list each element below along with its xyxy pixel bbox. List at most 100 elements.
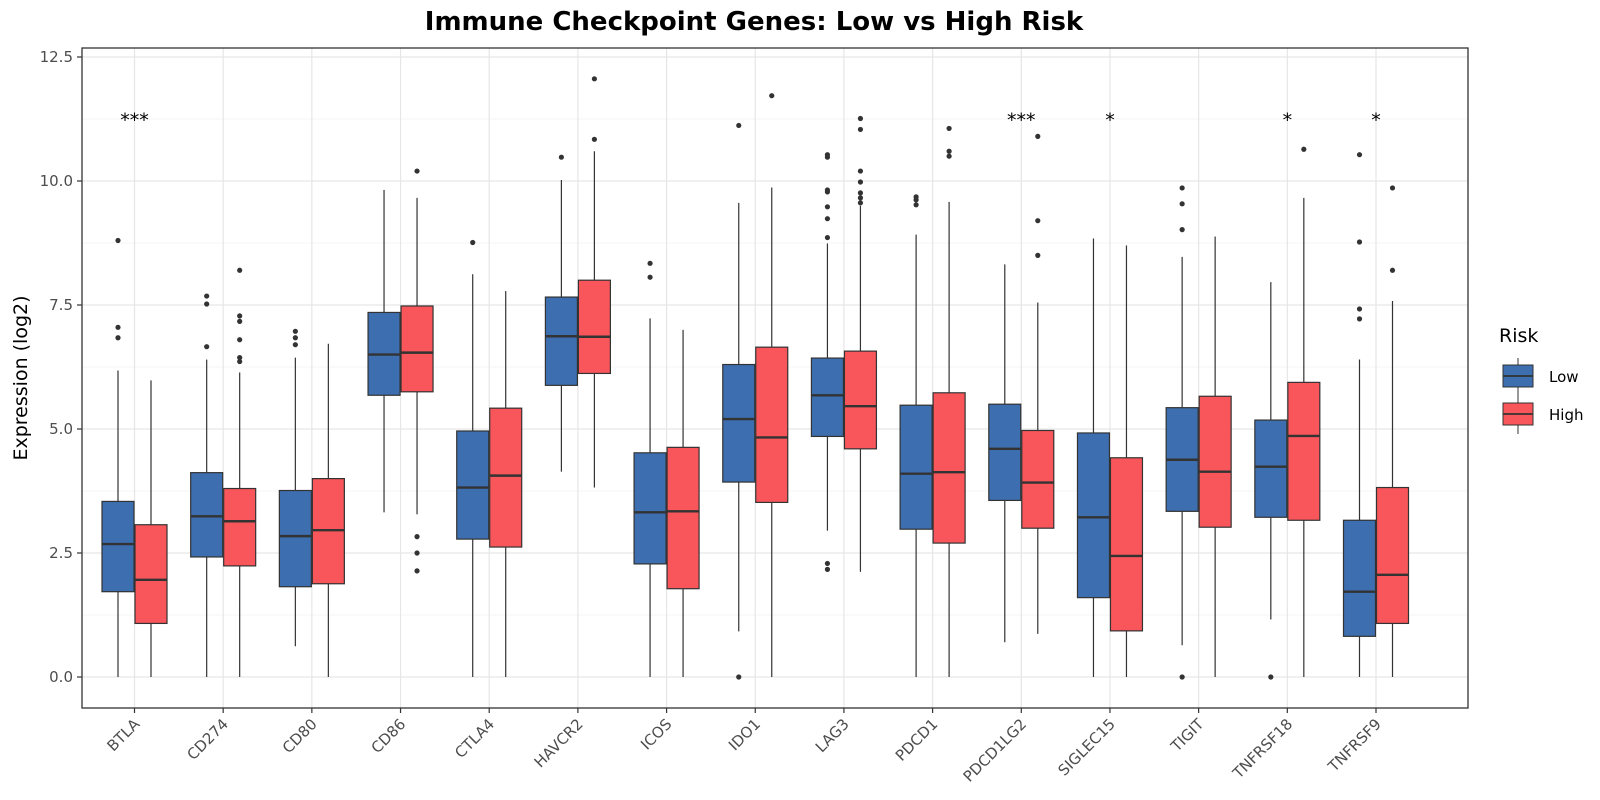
box-body [1254, 419, 1288, 518]
outlier-point [1035, 252, 1041, 258]
outlier-point [824, 216, 831, 222]
outlier-point [857, 115, 864, 122]
box-body [1021, 429, 1055, 529]
outlier-point [237, 358, 243, 365]
box-body [1198, 395, 1232, 528]
box-body [1109, 457, 1144, 632]
outlier-point [824, 560, 831, 567]
outlier-point [1179, 201, 1185, 207]
x-tick-label: CTLA4 [451, 715, 498, 762]
y-tick-label: 5.0 [49, 420, 73, 438]
x-tick-label: SIGLEC15 [1054, 715, 1118, 779]
outlier-point [1268, 674, 1274, 680]
outlier-point [736, 674, 742, 680]
outlier-point [204, 344, 210, 350]
outlier-point [1035, 133, 1041, 139]
box-body [722, 363, 756, 483]
x-tick-label: PDCD1LG2 [960, 715, 1030, 785]
outlier-point [237, 318, 243, 324]
box-low-ctla4 [456, 239, 490, 677]
box-body [223, 487, 257, 567]
outlier-point [237, 354, 243, 361]
y-tick-label: 10.0 [40, 172, 73, 190]
outlier-point [946, 125, 952, 132]
outlier-point [237, 313, 243, 319]
box-high-ctla4 [489, 291, 523, 677]
outlier-point [292, 335, 298, 341]
significance-label: * [1371, 109, 1381, 131]
significance-label: *** [1007, 109, 1036, 131]
box-low-cd80 [278, 328, 312, 647]
box-low-havcr2 [544, 154, 578, 472]
box-body [134, 524, 168, 625]
outlier-point [1179, 185, 1185, 191]
outlier-point [414, 568, 420, 574]
box-high-tigit [1198, 236, 1232, 677]
outlier-point [647, 274, 653, 280]
box-body [899, 404, 933, 530]
box-body [755, 346, 789, 504]
box-high-havcr2 [577, 76, 611, 488]
box-high-siglec15 [1109, 245, 1144, 677]
outlier-point [857, 195, 864, 201]
outlier-point [824, 566, 831, 572]
outlier-point [736, 122, 742, 129]
legend-item-high: High [1502, 396, 1583, 434]
outlier-point [1035, 218, 1041, 224]
outlier-point [1356, 306, 1363, 312]
outlier-point [769, 93, 775, 99]
box-high-cd80 [311, 343, 345, 677]
outlier-point [1179, 227, 1185, 233]
y-axis: 0.0 2.5 5.0 7.5 10.0 12.5 [40, 48, 82, 686]
box-low-tigit [1165, 185, 1199, 680]
x-axis: BTLA CD274 CD80 CD86 CTLA4 HAVCR2 ICOS IDO1 LAG3… [103, 708, 1385, 786]
box-body [577, 279, 611, 375]
box-body [932, 392, 966, 544]
box-low-pdcd1lg2 [988, 264, 1022, 643]
box-high-lag3 [843, 115, 878, 572]
box-body [1375, 486, 1410, 625]
significance-label: * [1283, 109, 1293, 131]
outlier-point [1389, 185, 1396, 191]
x-tick-label: CD86 [368, 715, 410, 757]
box-high-cd274 [223, 267, 257, 677]
outlier-point [946, 148, 952, 154]
outlier-point [824, 187, 831, 193]
x-tick-label: LAG3 [812, 715, 853, 756]
outlier-point [115, 335, 121, 341]
legend-title: Risk [1499, 325, 1538, 347]
outlier-point [946, 153, 952, 159]
outlier-point [857, 168, 864, 174]
box-body [633, 452, 667, 565]
box-body [843, 350, 878, 450]
outlier-point [292, 328, 298, 334]
box-low-ido1 [722, 122, 756, 680]
outlier-point [292, 342, 298, 348]
box-high-icos [666, 329, 700, 677]
box-low-tnfrsf9 [1342, 152, 1377, 677]
box-body [456, 430, 490, 540]
outlier-point [1301, 146, 1307, 152]
box-high-ido1 [755, 93, 789, 677]
outlier-point [1356, 239, 1363, 245]
x-tick-label: IDO1 [725, 715, 764, 754]
box-body [278, 489, 312, 588]
legend-item-low: Low [1502, 358, 1579, 396]
outlier-point [857, 179, 864, 185]
box-low-tnfrsf18 [1254, 282, 1288, 680]
box-body [101, 500, 135, 593]
x-tick-label: BTLA [103, 715, 143, 755]
legend-label: Low [1549, 368, 1579, 386]
box-low-cd274 [190, 293, 224, 677]
outlier-point [824, 152, 831, 158]
outlier-point [237, 267, 243, 273]
outlier-point [1389, 267, 1396, 273]
box-body [810, 357, 845, 438]
outlier-point [204, 301, 210, 307]
box-high-pdcd1lg2 [1021, 133, 1055, 634]
box-high-cd86 [400, 168, 434, 574]
outlier-point [1356, 316, 1363, 322]
boxes-layer [101, 76, 1410, 680]
x-tick-label: CD274 [183, 715, 232, 764]
box-low-pdcd1 [899, 194, 933, 677]
